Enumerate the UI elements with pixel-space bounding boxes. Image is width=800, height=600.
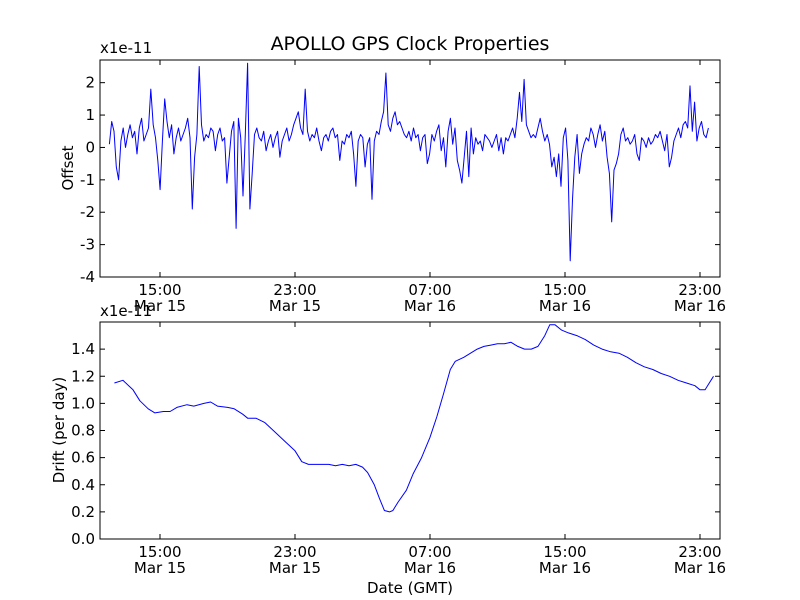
- offset-x-tick-label-date: Mar 16: [539, 297, 591, 315]
- drift-x-tick-label-time: 23:00: [273, 543, 316, 561]
- drift-y-tick-label: 0.2: [71, 503, 95, 521]
- offset-x-tick-label-date: Mar 16: [404, 297, 456, 315]
- offset-y-tick-label: -2: [80, 203, 95, 221]
- drift-x-tick-label-date: Mar 16: [539, 559, 591, 577]
- drift-series-line: [114, 324, 714, 513]
- drift-x-tick-label-time: 15:00: [543, 543, 586, 561]
- offset-series-line: [108, 62, 709, 262]
- drift-x-tick-label-date: Mar 15: [134, 559, 186, 577]
- drift-y-tick-label: 1.0: [71, 394, 95, 412]
- offset-y-tick-label: 0: [85, 138, 95, 156]
- offset-y-axis-label: Offset: [59, 145, 77, 190]
- offset-x-tick-label-time: 15:00: [138, 281, 181, 299]
- offset-x-tick-label-time: 23:00: [678, 281, 721, 299]
- drift-x-tick-label-time: 07:00: [408, 543, 451, 561]
- drift-y-tick-label: 0.8: [71, 422, 95, 440]
- offset-x-tick-label-date: Mar 15: [269, 297, 321, 315]
- drift-y-tick-label: 0.4: [71, 476, 95, 494]
- drift-x-tick-label-date: Mar 16: [674, 559, 726, 577]
- x-axis-label: Date (GMT): [367, 579, 453, 597]
- offset-multiplier-label: x1e-11: [100, 39, 152, 57]
- offset-x-tick-label-time: 15:00: [543, 281, 586, 299]
- figure-title: APOLLO GPS Clock Properties: [271, 33, 550, 55]
- drift-x-tick-label-date: Mar 16: [404, 559, 456, 577]
- offset-plot-frame: [99, 59, 721, 278]
- drift-x-tick-label-time: 23:00: [678, 543, 721, 561]
- drift-y-tick-label: 1.4: [71, 340, 95, 358]
- offset-y-tick-label: -4: [80, 268, 95, 286]
- offset-y-tick-label: 1: [85, 106, 95, 124]
- offset-y-tick-label: -1: [80, 171, 95, 189]
- offset-y-tick-label: -3: [80, 236, 95, 254]
- offset-x-tick-label-date: Mar 15: [134, 297, 186, 315]
- offset-x-tick-label-time: 07:00: [408, 281, 451, 299]
- offset-x-tick-label-time: 23:00: [273, 281, 316, 299]
- offset-y-tick-label: 2: [85, 74, 95, 92]
- drift-y-tick-label: 0.0: [71, 530, 95, 548]
- drift-plot-frame: [99, 321, 721, 540]
- drift-x-tick-label-time: 15:00: [138, 543, 181, 561]
- drift-x-tick-label-date: Mar 15: [269, 559, 321, 577]
- drift-y-axis-label: Drift (per day): [50, 377, 68, 484]
- drift-y-tick-label: 1.2: [71, 367, 95, 385]
- drift-y-tick-label: 0.6: [71, 449, 95, 467]
- offset-x-tick-label-date: Mar 16: [674, 297, 726, 315]
- drift-multiplier-label: x1e-11: [100, 302, 152, 320]
